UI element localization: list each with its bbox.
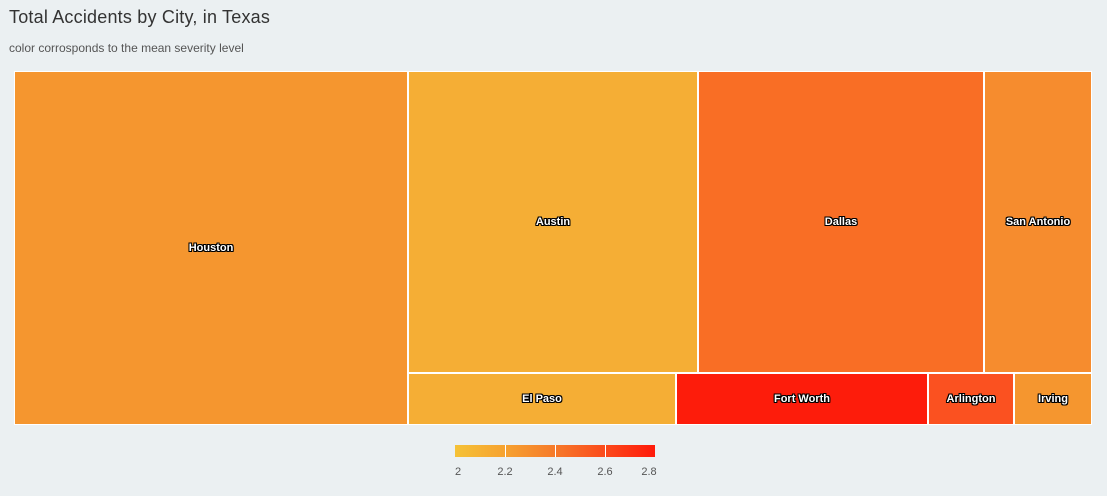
colorbar-tick (504, 445, 506, 457)
treemap-plot: Houston Austin Dallas San Antonio El Paso For… (14, 71, 1092, 425)
colorbar-tick-label: 2.6 (597, 466, 613, 478)
treemap-tile-arlington[interactable]: Arlington (928, 373, 1014, 425)
treemap-tile-dallas[interactable]: Dallas (698, 71, 984, 373)
treemap-tile-label: El Paso (522, 393, 562, 405)
colorbar-tick-label: 2.4 (547, 466, 563, 478)
treemap-tile-san-antonio[interactable]: San Antonio (984, 71, 1092, 373)
treemap-tile-label: Fort Worth (773, 393, 830, 405)
treemap-tile-label: Austin (535, 216, 571, 228)
chart-subtitle: color corrosponds to the mean severity l… (9, 41, 244, 55)
treemap-tile-houston[interactable]: Houston (14, 71, 408, 425)
treemap-tile-label: Irving (1038, 393, 1068, 405)
treemap-tile-label: Arlington (946, 393, 996, 405)
treemap-tile-label: Houston (188, 242, 234, 254)
colorbar-tick-label: 2.8 (641, 466, 657, 478)
treemap-tile-el-paso[interactable]: El Paso (408, 373, 676, 425)
treemap-tile-label: San Antonio (1005, 216, 1071, 228)
treemap-tile-austin[interactable]: Austin (408, 71, 698, 373)
colorbar-tick-label: 2.2 (497, 466, 513, 478)
colorbar-tick-label: 2 (454, 466, 462, 478)
colorbar-tick (554, 445, 556, 457)
treemap-tile-label: Dallas (824, 216, 858, 228)
treemap-tile-fort-worth[interactable]: Fort Worth (676, 373, 928, 425)
chart-title: Total Accidents by City, in Texas (9, 7, 271, 27)
colorbar (455, 445, 655, 457)
treemap-tile-irving[interactable]: Irving (1014, 373, 1092, 425)
colorbar-tick (604, 445, 606, 457)
